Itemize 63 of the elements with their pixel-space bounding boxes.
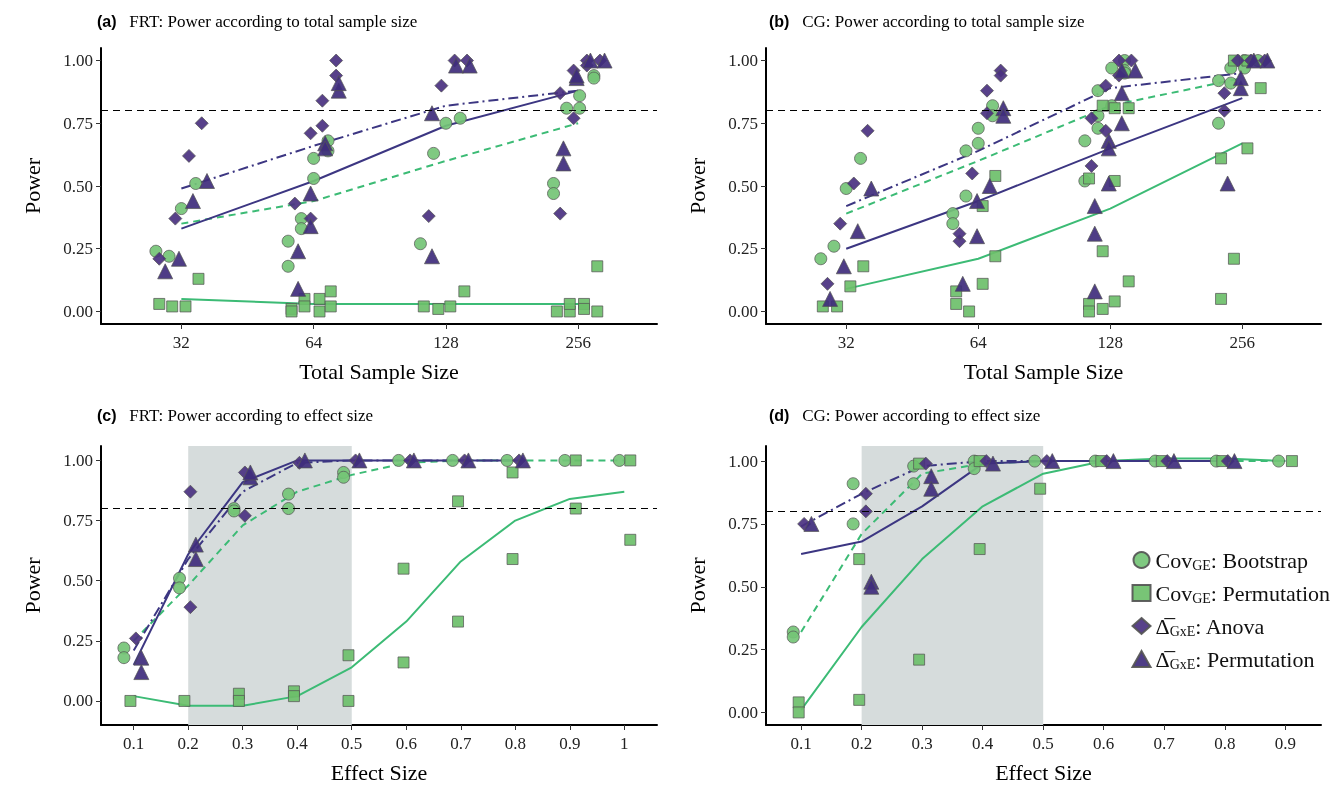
y-tick-label: 1.00 xyxy=(728,451,758,471)
x-axis-title: Total Sample Size xyxy=(299,358,459,384)
chart-title: (c) FRT: Power according to effect size xyxy=(97,406,374,425)
y-tick-label: 0.75 xyxy=(63,511,93,531)
y-tick-label: 0.00 xyxy=(63,691,93,711)
y-tick-label: 0.25 xyxy=(63,631,93,651)
x-tick-label: 0.6 xyxy=(1093,734,1115,753)
x-axis-title: Total Sample Size xyxy=(963,358,1124,384)
x-tick-label: 32 xyxy=(172,333,190,352)
x-tick-label: 0.4 xyxy=(972,734,994,753)
y-tick-label: 0.50 xyxy=(63,571,93,591)
x-axis-title: Effect Size xyxy=(330,759,428,785)
x-tick-label: 0.2 xyxy=(851,734,873,753)
x-tick-label: 0.3 xyxy=(911,734,933,753)
y-tick-label: 1.00 xyxy=(63,450,93,470)
x-tick-label: 32 xyxy=(837,333,855,352)
y-tick-label: 0.75 xyxy=(63,113,93,133)
x-tick-label: 0.7 xyxy=(450,734,472,753)
chart-title: (d) CG: Power according to effect size xyxy=(769,406,1041,425)
x-tick-label: 0.1 xyxy=(790,734,812,753)
y-tick-label: 0.25 xyxy=(728,640,758,660)
x-tick-label: 0.1 xyxy=(123,734,145,753)
x-tick-label: 0.9 xyxy=(559,734,581,753)
y-tick-label: 0.00 xyxy=(728,301,758,321)
x-tick-label: 0.2 xyxy=(177,734,199,753)
legend-label: CovGE: Bootstrap xyxy=(1155,547,1309,573)
x-tick-label: 1 xyxy=(620,734,629,753)
y-tick-label: 0.50 xyxy=(728,176,758,196)
y-tick-label: 0.25 xyxy=(728,239,758,259)
x-tick-label: 0.9 xyxy=(1274,734,1296,753)
chart-title: (b) CG: Power according to total sample size xyxy=(769,12,1085,31)
chart-title: (a) FRT: Power according to total sample size xyxy=(97,12,418,31)
y-tick-label: 0.50 xyxy=(63,176,93,196)
y-tick-label: 0.00 xyxy=(63,301,93,321)
y-tick-label: 0.50 xyxy=(728,577,758,597)
x-axis-title: Effect Size xyxy=(995,759,1092,785)
x-tick-label: 0.7 xyxy=(1153,734,1176,753)
x-tick-label: 0.5 xyxy=(1032,734,1054,753)
legend-label: CovGE: Permutation xyxy=(1155,580,1330,606)
x-tick-label: 0.5 xyxy=(341,734,363,753)
x-tick-label: 64 xyxy=(969,333,988,352)
x-tick-label: 256 xyxy=(1229,333,1256,352)
y-tick-label: 1.00 xyxy=(728,51,758,71)
y-axis-title: Power xyxy=(684,556,710,614)
x-tick-label: 256 xyxy=(565,333,591,352)
y-tick-label: 0.25 xyxy=(63,239,93,259)
y-tick-label: 1.00 xyxy=(63,51,93,71)
x-tick-label: 0.4 xyxy=(286,734,309,753)
legend-label: Δ̅GxE: Anova xyxy=(1155,613,1265,639)
y-axis-title: Power xyxy=(19,556,45,614)
x-tick-label: 0.6 xyxy=(395,734,417,753)
legend-label: Δ̅GxE: Permutation xyxy=(1155,646,1315,672)
x-tick-label: 0.3 xyxy=(232,734,254,753)
y-tick-label: 0.75 xyxy=(728,113,758,133)
x-tick-label: 128 xyxy=(433,333,459,352)
y-axis-title: Power xyxy=(19,157,45,215)
x-tick-label: 64 xyxy=(305,333,323,352)
x-tick-label: 0.8 xyxy=(1214,734,1236,753)
y-tick-label: 0.75 xyxy=(728,514,758,534)
x-tick-label: 128 xyxy=(1097,333,1124,352)
x-tick-label: 0.8 xyxy=(504,734,526,753)
y-tick-label: 0.00 xyxy=(728,702,758,722)
y-axis-title: Power xyxy=(684,157,710,215)
